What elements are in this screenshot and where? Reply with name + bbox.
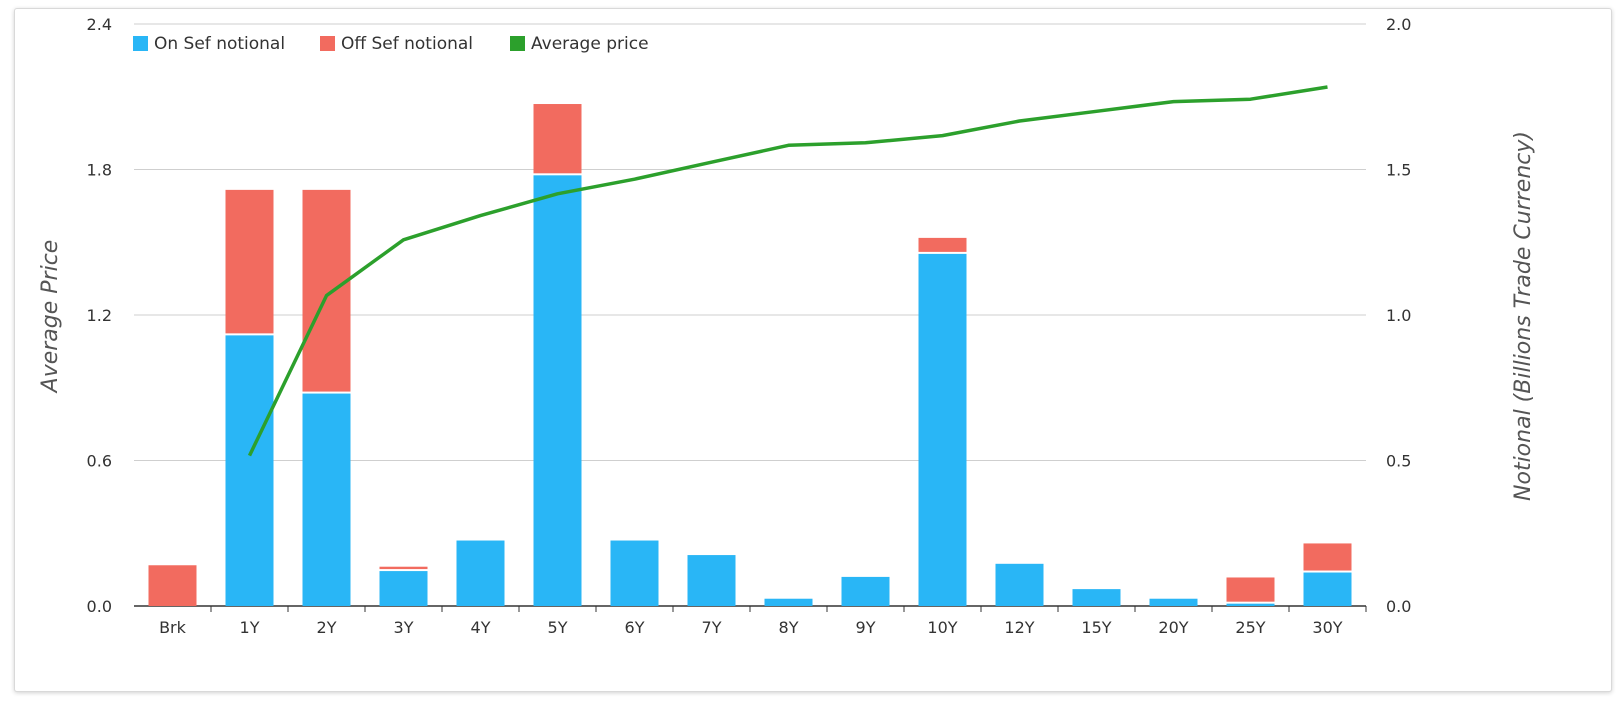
x-axis-ticks: Brk 1Y 2Y 3Y 4Y 5Y 6Y 7Y 8Y 9Y 10Y 12Y 15Y 20Y 25Y 30Y xyxy=(159,606,1367,637)
left-tick-label: 2.4 xyxy=(87,15,112,34)
bar-on-sef xyxy=(764,598,813,606)
legend-swatch xyxy=(320,36,335,51)
bar-on-sef xyxy=(533,175,582,606)
x-tick-label: 20Y xyxy=(1158,618,1188,637)
left-tick-label: 0.0 xyxy=(87,597,112,616)
bar-on-sef xyxy=(456,540,505,606)
x-tick-label: 2Y xyxy=(317,618,337,637)
bar-on-sef xyxy=(1303,572,1352,606)
left-axis-ticks: 0.0 0.6 1.2 1.8 2.4 xyxy=(87,15,112,616)
bar-on-sef xyxy=(225,335,274,606)
bar-off-sef xyxy=(148,565,197,606)
bar-on-sef xyxy=(1072,589,1121,606)
left-tick-label: 1.2 xyxy=(87,306,112,325)
x-tick-label: 15Y xyxy=(1081,618,1111,637)
right-tick-label: 1.5 xyxy=(1386,161,1411,180)
bar-on-sef xyxy=(302,393,351,606)
legend-label: On Sef notional xyxy=(154,34,285,54)
x-tick-label: 30Y xyxy=(1312,618,1342,637)
x-tick-label: 5Y xyxy=(548,618,568,637)
legend-swatch xyxy=(133,36,148,51)
bars xyxy=(148,104,1352,606)
x-tick-label: Brk xyxy=(159,618,187,637)
left-tick-label: 0.6 xyxy=(87,452,112,471)
bar-on-sef xyxy=(687,555,736,606)
average-price-line xyxy=(247,85,1328,457)
legend-label: Average price xyxy=(531,34,649,54)
left-axis-title: Average Price xyxy=(38,240,63,395)
legend: On Sef notional Off Sef notional Average p… xyxy=(133,34,649,54)
bar-off-sef xyxy=(225,189,274,334)
bar-off-sef xyxy=(1226,577,1275,602)
right-axis-ticks: 0.0 0.5 1.0 1.5 2.0 xyxy=(1386,15,1411,616)
legend-label: Off Sef notional xyxy=(341,34,473,54)
x-tick-label: 4Y xyxy=(471,618,491,637)
bar-off-sef xyxy=(302,189,351,392)
x-tick-label: 12Y xyxy=(1004,618,1034,637)
x-tick-label: 7Y xyxy=(702,618,722,637)
bar-on-sef xyxy=(918,253,967,606)
x-tick-label: 10Y xyxy=(927,618,957,637)
bar-off-sef xyxy=(533,104,582,174)
x-tick-label: 1Y xyxy=(240,618,260,637)
legend-swatch xyxy=(510,36,525,51)
bar-off-sef xyxy=(379,566,428,570)
right-tick-label: 0.0 xyxy=(1386,597,1411,616)
x-tick-label: 3Y xyxy=(394,618,414,637)
left-tick-label: 1.8 xyxy=(87,161,112,180)
bar-on-sef xyxy=(379,571,428,606)
bar-on-sef xyxy=(610,540,659,606)
right-tick-label: 1.0 xyxy=(1386,306,1411,325)
bar-on-sef xyxy=(1226,603,1275,606)
x-tick-label: 25Y xyxy=(1235,618,1265,637)
right-axis-title: Notional (Billions Trade Currency) xyxy=(1511,131,1536,501)
x-tick-label: 6Y xyxy=(625,618,645,637)
x-tick-label: 8Y xyxy=(779,618,799,637)
bar-off-sef xyxy=(1303,543,1352,571)
x-tick-label: 9Y xyxy=(856,618,876,637)
bar-off-sef xyxy=(918,237,967,252)
right-tick-label: 0.5 xyxy=(1386,452,1411,471)
bar-on-sef xyxy=(841,576,890,606)
right-tick-label: 2.0 xyxy=(1386,15,1411,34)
average-price-polyline xyxy=(247,85,1328,457)
bar-on-sef xyxy=(995,563,1044,606)
bar-on-sef xyxy=(1149,598,1198,606)
